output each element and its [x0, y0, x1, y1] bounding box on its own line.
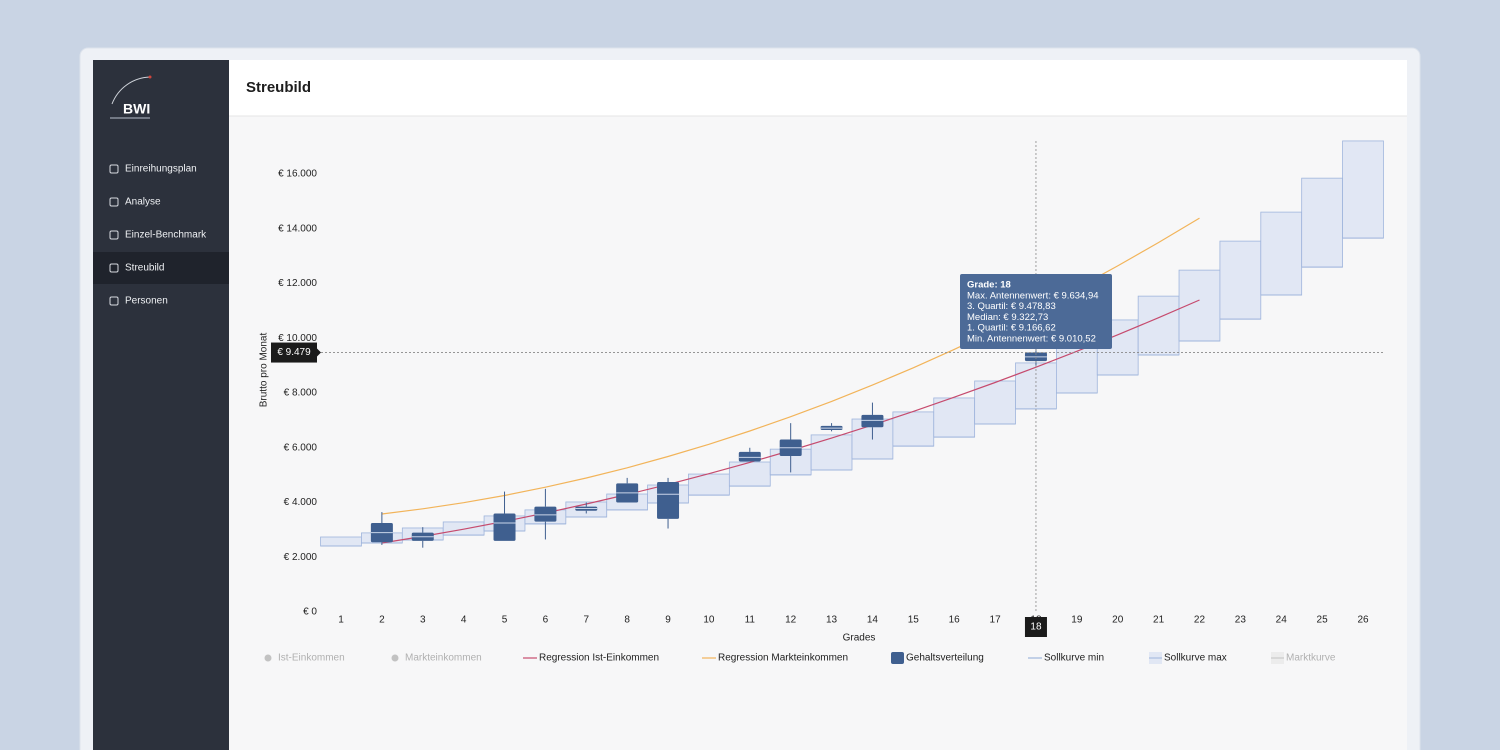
- sollkurve-band: [1342, 140, 1384, 239]
- tooltip-title: Grade: 18: [967, 280, 1011, 291]
- crosshair-x-label: 18: [1030, 622, 1042, 633]
- legend-label[interactable]: Markteinkommen: [405, 653, 482, 664]
- menu-item[interactable]: Einzel-Benchmark: [125, 230, 207, 241]
- menu-item[interactable]: Einreihungsplan: [125, 164, 197, 175]
- box[interactable]: [738, 451, 761, 462]
- y-tick-label: € 8.000: [284, 388, 318, 399]
- menu-icon: [109, 164, 119, 174]
- y-tick-label: € 6.000: [284, 442, 318, 453]
- logo-dot: [148, 75, 152, 79]
- x-tick-label: 12: [785, 615, 797, 626]
- tooltip-line: Median: € 9.322,73: [967, 312, 1048, 323]
- sollkurve-band: [1137, 295, 1180, 356]
- legend-symbol: [891, 652, 904, 664]
- x-tick-label: 15: [908, 615, 920, 626]
- menu-active-bg: [93, 252, 229, 284]
- y-tick-label: € 16.000: [278, 169, 317, 180]
- y-axis-label: Brutto pro Monat: [259, 333, 270, 408]
- legend-label[interactable]: Regression Ist-Einkommen: [539, 653, 659, 664]
- header-bar: [229, 60, 1407, 116]
- page-title: Streubild: [246, 79, 311, 96]
- x-tick-label: 16: [949, 615, 961, 626]
- sollkurve-band: [442, 521, 485, 536]
- crosshair-y-arrow: [317, 348, 321, 357]
- legend-symbol: [264, 654, 272, 662]
- x-tick-label: 26: [1357, 615, 1369, 626]
- tooltip: [960, 274, 1112, 349]
- sollkurve-band: [933, 397, 976, 438]
- x-tick-label: 20: [1112, 615, 1124, 626]
- menu-icon: [109, 296, 119, 306]
- sollkurve-band: [810, 434, 853, 471]
- legend-symbol: [391, 654, 399, 662]
- menu-item[interactable]: Personen: [125, 296, 168, 307]
- sollkurve-band: [1056, 342, 1098, 394]
- box[interactable]: [861, 414, 884, 428]
- sollkurve-band: [320, 536, 362, 547]
- x-tick-label: 1: [338, 615, 344, 626]
- menu-item[interactable]: Streubild: [125, 263, 164, 274]
- y-tick-label: € 14.000: [278, 223, 317, 234]
- y-tick-label: € 0: [303, 607, 317, 618]
- logo: BWI: [123, 101, 150, 117]
- y-tick-label: € 10.000: [278, 333, 317, 344]
- menu-icon: [109, 230, 119, 240]
- box[interactable]: [657, 481, 680, 519]
- sollkurve-band: [1219, 240, 1262, 320]
- x-tick-label: 9: [665, 615, 671, 626]
- crosshair-x-badge: [1024, 617, 1047, 637]
- sollkurve-band: [1301, 177, 1343, 268]
- x-tick-label: 8: [624, 615, 630, 626]
- legend-label[interactable]: Regression Markteinkommen: [718, 653, 848, 664]
- x-tick-label: 23: [1235, 615, 1247, 626]
- tooltip-line: 1. Quartil: € 9.166,62: [967, 323, 1056, 334]
- y-tick-label: € 4.000: [284, 497, 318, 508]
- x-tick-label: 11: [745, 615, 756, 626]
- tooltip-line: Max. Antennenwert: € 9.634,94: [967, 291, 1099, 302]
- legend-label[interactable]: Sollkurve min: [1044, 653, 1104, 664]
- menu-icon: [109, 263, 119, 273]
- x-tick-label: 4: [461, 615, 467, 626]
- x-tick-label: 2: [379, 615, 385, 626]
- sollkurve-band: [974, 380, 1016, 425]
- legend-label[interactable]: Sollkurve max: [1164, 653, 1227, 664]
- crosshair-y-badge: [271, 342, 317, 363]
- content-area: [229, 116, 1407, 750]
- x-tick-label: 22: [1194, 615, 1206, 626]
- x-axis-label: Grades: [843, 633, 876, 644]
- y-tick-label: € 12.000: [278, 278, 317, 289]
- sidebar: [93, 60, 229, 750]
- menu-item[interactable]: Analyse: [125, 197, 161, 208]
- logo-arc: [111, 76, 151, 105]
- x-tick-label: 6: [543, 615, 549, 626]
- x-tick-label: 10: [703, 615, 715, 626]
- y-tick-label: € 2.000: [284, 552, 318, 563]
- legend-label[interactable]: Gehaltsverteilung: [906, 653, 984, 664]
- crosshair-y-label: € 9.479: [277, 347, 311, 358]
- x-tick-label: 13: [826, 615, 838, 626]
- x-tick-label: 3: [420, 615, 426, 626]
- x-tick-label: 7: [583, 615, 589, 626]
- box[interactable]: [534, 506, 557, 522]
- box[interactable]: [493, 513, 516, 541]
- sollkurve-band: [728, 461, 771, 487]
- sollkurve-band: [1260, 211, 1303, 296]
- tooltip-line: 3. Quartil: € 9.478,83: [967, 301, 1056, 312]
- x-tick-label: 24: [1276, 615, 1288, 626]
- menu-icon: [109, 197, 119, 207]
- legend-label[interactable]: Marktkurve: [1286, 653, 1336, 664]
- x-tick-label: 17: [990, 615, 1002, 626]
- sollkurve-band: [892, 411, 935, 447]
- x-tick-label: 14: [867, 615, 879, 626]
- x-tick-label: 5: [502, 615, 508, 626]
- x-tick-label: 25: [1317, 615, 1329, 626]
- x-tick-label: 19: [1071, 615, 1083, 626]
- x-tick-label: 21: [1153, 615, 1165, 626]
- legend-label[interactable]: Ist-Einkommen: [278, 653, 345, 664]
- tooltip-line: Min. Antennenwert: € 9.010,52: [967, 333, 1096, 344]
